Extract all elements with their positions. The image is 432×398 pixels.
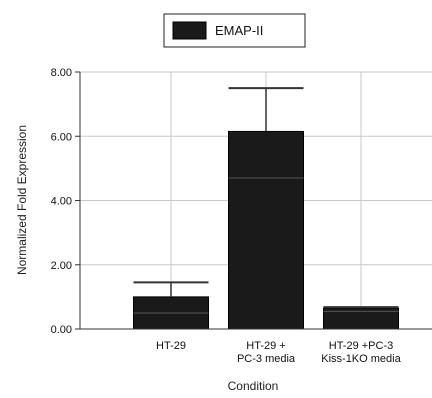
x-tick-label: HT-29 +PC-3 Kiss-1KO media bbox=[321, 340, 401, 365]
y-tick-label: 8.00 bbox=[51, 67, 72, 79]
bar bbox=[229, 131, 304, 329]
x-tick-label-line: HT-29 +PC-3 bbox=[329, 340, 394, 352]
y-axis-title: Normalized Fold Expression bbox=[15, 125, 29, 275]
legend: EMAP-II bbox=[164, 14, 305, 47]
bars bbox=[134, 88, 399, 329]
x-tick-label: HT-29 + PC-3 media bbox=[237, 340, 296, 365]
x-tick-label-line: HT-29 + bbox=[246, 340, 285, 352]
x-axis-title: Condition bbox=[228, 379, 279, 393]
y-tick-label: 4.00 bbox=[51, 196, 72, 208]
y-tick-label: 0.00 bbox=[51, 324, 72, 336]
x-tick-label-line: PC-3 media bbox=[237, 353, 296, 365]
legend-swatch bbox=[173, 22, 206, 39]
x-tick-label-line: Kiss-1KO media bbox=[321, 353, 401, 365]
x-tick-label-line: HT-29 bbox=[156, 340, 186, 352]
x-tick-label: HT-29 bbox=[156, 340, 186, 352]
y-tick-label: 6.00 bbox=[51, 131, 72, 143]
y-tick-label: 2.00 bbox=[51, 260, 72, 272]
legend-label: EMAP-II bbox=[215, 23, 263, 38]
